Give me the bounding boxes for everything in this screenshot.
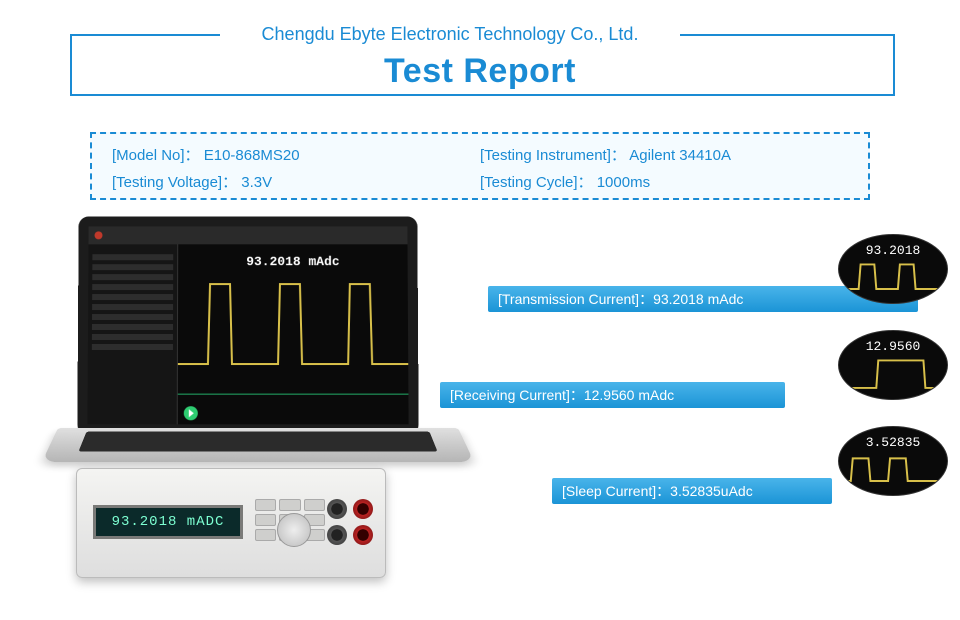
measurement-sleep: [Sleep Current]： 3.52835uAdc 3.52835 xyxy=(440,432,948,504)
transmission-thumb: 93.2018 xyxy=(838,234,948,304)
receiving-bar: [Receiving Current]： 12.9560 mAdc xyxy=(440,382,785,408)
model-value: E10-868MS20 xyxy=(204,147,300,164)
cycle-label: [Testing Cycle]： xyxy=(480,174,593,191)
meter-display: 93.2018 mADC xyxy=(93,505,243,539)
receiving-value: 12.9560 mAdc xyxy=(584,387,674,403)
meter-knob xyxy=(277,513,311,547)
laptop-base xyxy=(42,428,474,462)
sleep-bar: [Sleep Current]： 3.52835uAdc xyxy=(552,478,832,504)
chart-trace xyxy=(178,244,409,414)
transmission-label: [Transmission Current]： xyxy=(498,289,653,309)
model-label: [Model No]： xyxy=(112,147,200,164)
sleep-label: [Sleep Current]： xyxy=(562,481,670,501)
instrument-value: Agilent 34410A xyxy=(629,147,731,164)
sleep-thumb: 3.52835 xyxy=(838,426,948,496)
laptop-keyboard xyxy=(78,431,437,451)
receiving-thumb: 12.9560 xyxy=(838,330,948,400)
app-topbar xyxy=(89,226,408,244)
transmission-value: 93.2018 mAdc xyxy=(653,291,743,307)
app-chart: 93.2018 mAdc xyxy=(178,244,409,424)
close-icon xyxy=(95,231,103,239)
sleep-value: 3.52835uAdc xyxy=(670,483,753,499)
header-rule-right xyxy=(680,34,895,36)
header-rule-bottom xyxy=(70,94,895,96)
laptop-illustration: 93.2018 mAdc xyxy=(58,216,438,476)
meter-ports xyxy=(327,499,373,545)
metadata-box: [Model No]： E10-868MS20 [Testing Instrum… xyxy=(90,132,870,200)
app-sidebar xyxy=(87,244,178,424)
voltage-value: 3.3V xyxy=(241,174,272,191)
measurement-receiving: [Receiving Current]： 12.9560 mAdc 12.956… xyxy=(440,336,948,408)
voltage-label: [Testing Voltage]： xyxy=(112,174,237,191)
multimeter: 93.2018 mADC xyxy=(76,468,386,578)
play-icon xyxy=(184,406,198,420)
report-title: Test Report xyxy=(0,52,960,91)
header-rule-left xyxy=(70,34,220,36)
measurement-transmission: [Transmission Current]： 93.2018 mAdc 93.… xyxy=(440,240,948,312)
instrument-label: [Testing Instrument]： xyxy=(480,147,626,164)
laptop-screen: 93.2018 mAdc xyxy=(77,217,418,435)
company-name: Chengdu Ebyte Electronic Technology Co.,… xyxy=(230,24,670,45)
cycle-value: 1000ms xyxy=(597,174,650,191)
receiving-label: [Receiving Current]： xyxy=(450,385,584,405)
